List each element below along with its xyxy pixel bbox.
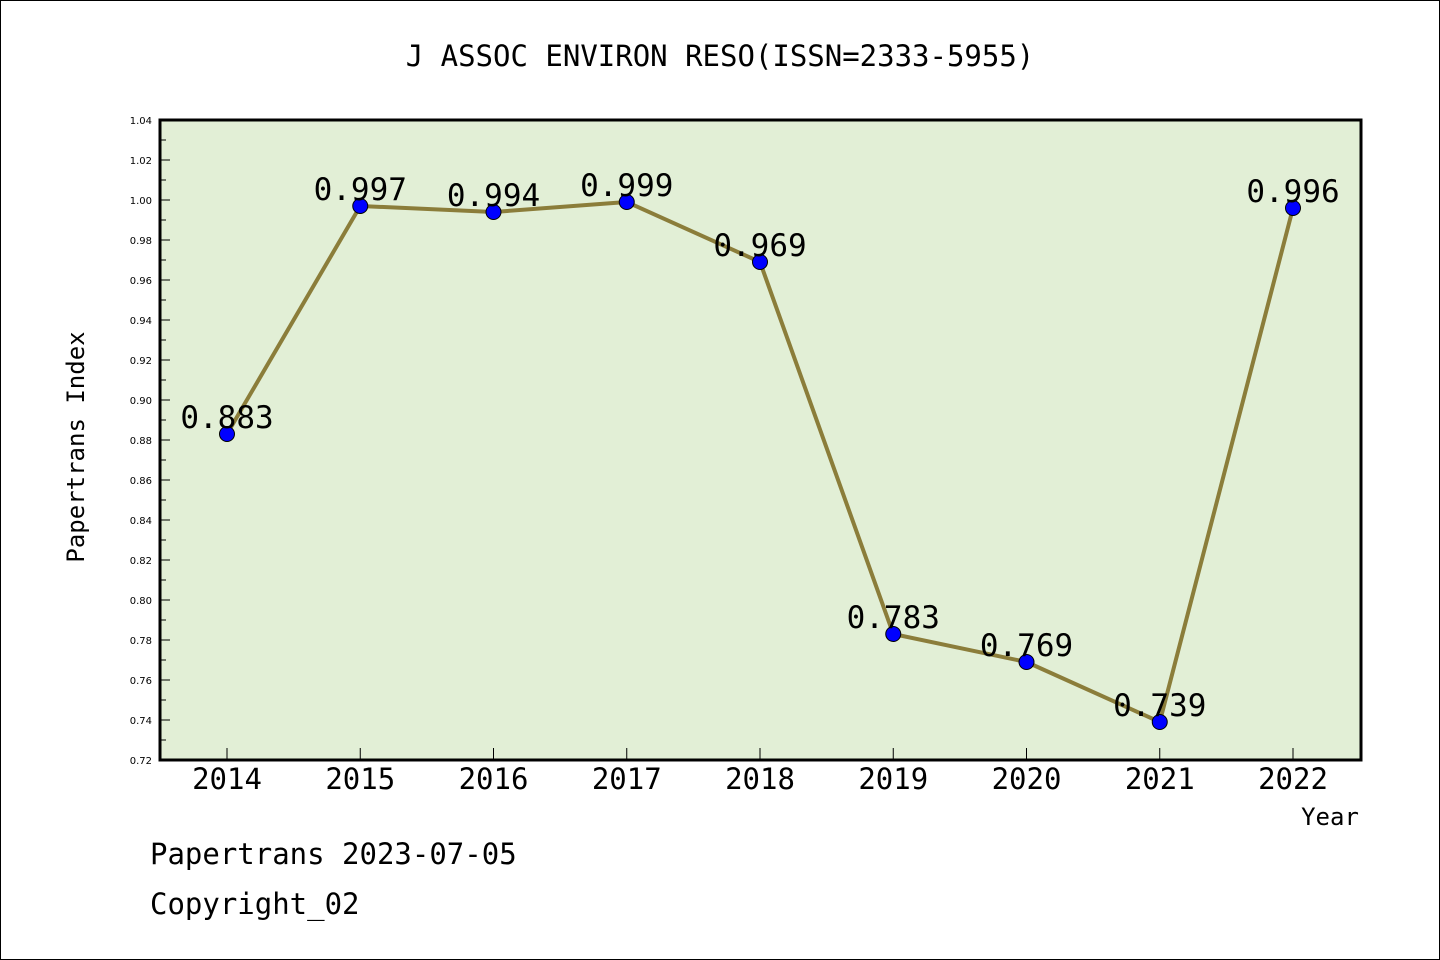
data-label: 0.769 bbox=[980, 628, 1073, 664]
x-tick-label: 2014 bbox=[192, 762, 262, 796]
data-point bbox=[219, 426, 235, 442]
data-point bbox=[752, 254, 768, 270]
y-tick-label: 0.76 bbox=[130, 676, 152, 687]
x-axis: 2014 2015 2016 2017 2018 2019 2020 2021 2022 bbox=[192, 748, 1328, 796]
x-tick-label: 2015 bbox=[325, 762, 395, 796]
y-tick-label: 0.90 bbox=[130, 396, 152, 407]
y-tick-label: 1.04 bbox=[130, 116, 152, 127]
data-label: 0.994 bbox=[447, 178, 540, 214]
plot-border bbox=[158, 118, 1363, 762]
y-tick-label: 0.88 bbox=[130, 436, 152, 447]
series-group: 0.883 0.997 0.994 0.999 0.969 0.783 0.769 0.739… bbox=[180, 168, 1340, 730]
y-tick-label: 0.84 bbox=[130, 516, 152, 527]
y-axis-label: Papertrans Index bbox=[62, 331, 90, 562]
data-label: 0.997 bbox=[314, 172, 407, 208]
y-tick-label: 0.96 bbox=[130, 276, 152, 287]
y-tick-label: 1.00 bbox=[130, 196, 152, 207]
x-tick-label: 2019 bbox=[858, 762, 928, 796]
x-tick-label: 2020 bbox=[992, 762, 1062, 796]
y-tick-label: 0.74 bbox=[130, 716, 152, 727]
data-label: 0.783 bbox=[847, 600, 940, 636]
y-tick-label: 0.92 bbox=[130, 356, 152, 367]
y-tick-label: 0.94 bbox=[130, 316, 152, 327]
data-point bbox=[352, 198, 369, 214]
data-point bbox=[1151, 714, 1168, 730]
x-tick-label: 2022 bbox=[1258, 762, 1328, 796]
y-tick-label: 0.72 bbox=[130, 756, 152, 767]
footer-date: Papertrans 2023-07-05 bbox=[150, 837, 517, 871]
y-tick-label: 0.80 bbox=[130, 596, 152, 607]
data-label: 0.999 bbox=[580, 168, 673, 204]
data-label: 0.996 bbox=[1246, 174, 1339, 210]
y-tick-label: 0.86 bbox=[130, 476, 152, 487]
y-tick-label: 0.78 bbox=[130, 636, 152, 647]
data-label: 0.739 bbox=[1113, 688, 1206, 724]
y-tick-label: 0.98 bbox=[130, 236, 152, 247]
data-point bbox=[1018, 654, 1035, 670]
data-point bbox=[885, 626, 902, 642]
data-label: 0.883 bbox=[180, 400, 273, 436]
chart-title: J ASSOC ENVIRON RESO(ISSN=2333-5955) bbox=[406, 39, 1035, 73]
data-label: 0.969 bbox=[713, 228, 806, 264]
plot-area bbox=[160, 120, 1361, 760]
x-tick-label: 2017 bbox=[592, 762, 662, 796]
data-point bbox=[1285, 200, 1301, 216]
y-tick-label: 1.02 bbox=[130, 156, 152, 167]
data-point bbox=[485, 204, 502, 220]
y-axis: 0.72 0.74 0.76 0.78 0.80 0.82 0.84 0.86 0.88 0.90… bbox=[130, 116, 170, 767]
y-tick-label: 0.82 bbox=[130, 556, 152, 567]
data-point bbox=[618, 194, 635, 210]
x-tick-label: 2016 bbox=[459, 762, 529, 796]
x-tick-label: 2021 bbox=[1125, 762, 1195, 796]
x-tick-label: 2018 bbox=[725, 762, 795, 796]
footer-copyright: Copyright_02 bbox=[150, 887, 360, 922]
x-axis-label: Year bbox=[1301, 803, 1359, 831]
